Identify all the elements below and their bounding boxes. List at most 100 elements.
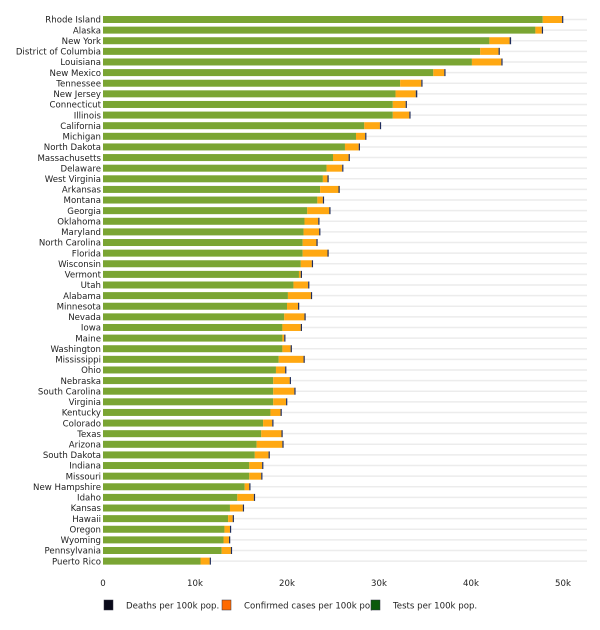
category-label: Wisconsin [58,260,101,270]
category-label: Nevada [68,313,101,323]
bar-tests [103,515,229,523]
bar-deaths [329,207,331,215]
bar-cases [395,90,416,98]
bar-deaths [232,515,234,523]
bar-tests [103,547,222,554]
category-label: Pennsylvania [45,547,101,557]
category-label: West Virginia [45,175,101,185]
category-label: South Dakota [43,451,101,461]
bar-tests [103,16,543,23]
bar-deaths [284,334,286,342]
category-label: Georgia [67,207,101,217]
bar-tests [103,249,303,257]
bar-deaths [300,270,302,278]
bar-deaths [415,90,418,98]
legend-label: Confirmed cases per 100k pop. [244,602,378,612]
bar-cases [302,249,328,257]
bar-tests [103,185,321,193]
bar-deaths [253,493,256,501]
category-label: Maine [75,334,101,344]
bar-deaths [300,323,302,331]
bar-tests [103,302,287,310]
category-label: Oklahoma [57,217,101,227]
bar-cases [273,398,287,406]
bar-deaths [308,281,310,289]
bar-cases [224,525,230,533]
bar-tests [103,228,304,236]
bar-deaths [242,504,245,512]
gridlines [103,18,587,562]
bar-deaths [444,69,446,77]
category-label: California [60,122,101,132]
bars [103,16,564,565]
bar-tests [103,462,250,470]
bar-deaths [285,366,287,374]
bar-tests [103,313,285,321]
category-label: Tennessee [55,79,101,89]
bar-deaths [498,47,500,55]
category-label: New Jersey [53,90,101,100]
bar-deaths [365,132,367,140]
bar-deaths [209,557,211,565]
bar-deaths [409,111,411,119]
bar-tests [103,37,490,45]
category-label: Indiana [69,462,101,472]
bar-cases [300,260,312,268]
category-label: North Carolina [39,239,101,249]
bar-tests [103,557,201,565]
bar-cases [489,37,510,45]
bar-tests [103,69,434,77]
bar-deaths [319,228,321,236]
bar-tests [103,270,299,278]
x-tick-label: 10k [187,579,203,589]
bar-deaths [316,239,318,247]
category-label: South Carolina [38,387,101,397]
bar-tests [103,260,301,268]
category-label: New York [62,37,101,47]
legend-swatch [103,599,114,611]
bar-deaths [327,249,329,257]
bar-cases [229,504,243,512]
bar-cases [284,313,305,321]
category-label: Iowa [81,324,101,334]
bar-deaths [272,419,274,427]
bar-tests [103,387,274,395]
category-label: Illinois [74,111,102,121]
bar-deaths [304,313,306,321]
bar-cases [270,408,281,416]
category-label: New Hampshire [33,483,101,493]
legend-swatch [370,599,381,611]
bar-cases [304,217,319,225]
bar-cases [392,111,410,119]
bar-tests [103,472,250,480]
bar-deaths [379,122,382,130]
category-label: New Mexico [50,69,101,79]
bar-cases [287,302,299,310]
x-tick-label: 30k [371,579,387,589]
bar-tests [103,419,264,427]
x-tick-label: 40k [463,579,479,589]
bar-deaths [249,483,251,491]
bar-deaths [229,525,232,533]
bar-tests [103,207,308,215]
bar-tests [103,334,283,342]
bar-cases [282,334,285,342]
bar-tests [103,154,333,162]
bar-cases [364,122,380,130]
bar-deaths [282,440,284,448]
category-label: Wyoming [61,536,101,546]
x-tick-label: 50k [555,579,571,589]
bar-tests [103,175,323,183]
bar-cases [221,547,231,554]
bar-cases [249,472,262,480]
bar-deaths [322,196,325,204]
bar-cases [322,175,328,183]
bar-cases [200,557,210,565]
bar-tests [103,47,481,55]
bar-deaths [294,387,296,395]
bar-deaths [261,472,263,480]
bar-tests [103,483,245,491]
bar-cases [244,483,250,491]
bar-tests [103,408,271,416]
